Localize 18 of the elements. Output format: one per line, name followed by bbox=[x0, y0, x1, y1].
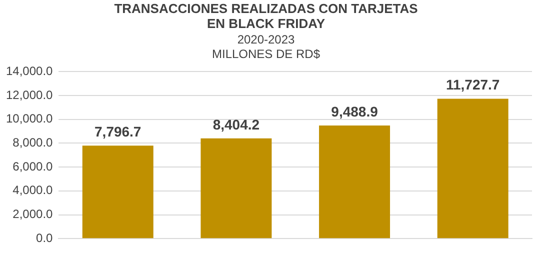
chart-subtitle: 2020-2023 MILLONES DE RD$ bbox=[212, 32, 320, 61]
y-tick-label: 4,000.0 bbox=[12, 183, 54, 198]
bar bbox=[82, 146, 154, 238]
bar bbox=[437, 98, 508, 238]
y-tick-label: 6,000.0 bbox=[12, 159, 54, 174]
chart-title: TRANSACCIONES REALIZADAS CON TARJETAS EN BLACK FRIDAY bbox=[114, 1, 418, 32]
y-tick-label: 2,000.0 bbox=[12, 207, 54, 222]
y-tick-label: 8,000.0 bbox=[12, 136, 54, 150]
data-label: 11,727.7 bbox=[446, 76, 500, 93]
data-label: 9,488.9 bbox=[331, 103, 378, 120]
data-label: 7,796.7 bbox=[94, 124, 142, 140]
y-tick-label: 12,000.0 bbox=[6, 88, 54, 102]
y-tick-label: 10,000.0 bbox=[6, 112, 54, 126]
y-tick-label: 0.0 bbox=[36, 230, 54, 245]
y-tick-label: 14,000.0 bbox=[6, 64, 54, 78]
bar bbox=[319, 125, 390, 238]
bar bbox=[200, 138, 272, 238]
data-label: 8,404.2 bbox=[212, 116, 260, 132]
